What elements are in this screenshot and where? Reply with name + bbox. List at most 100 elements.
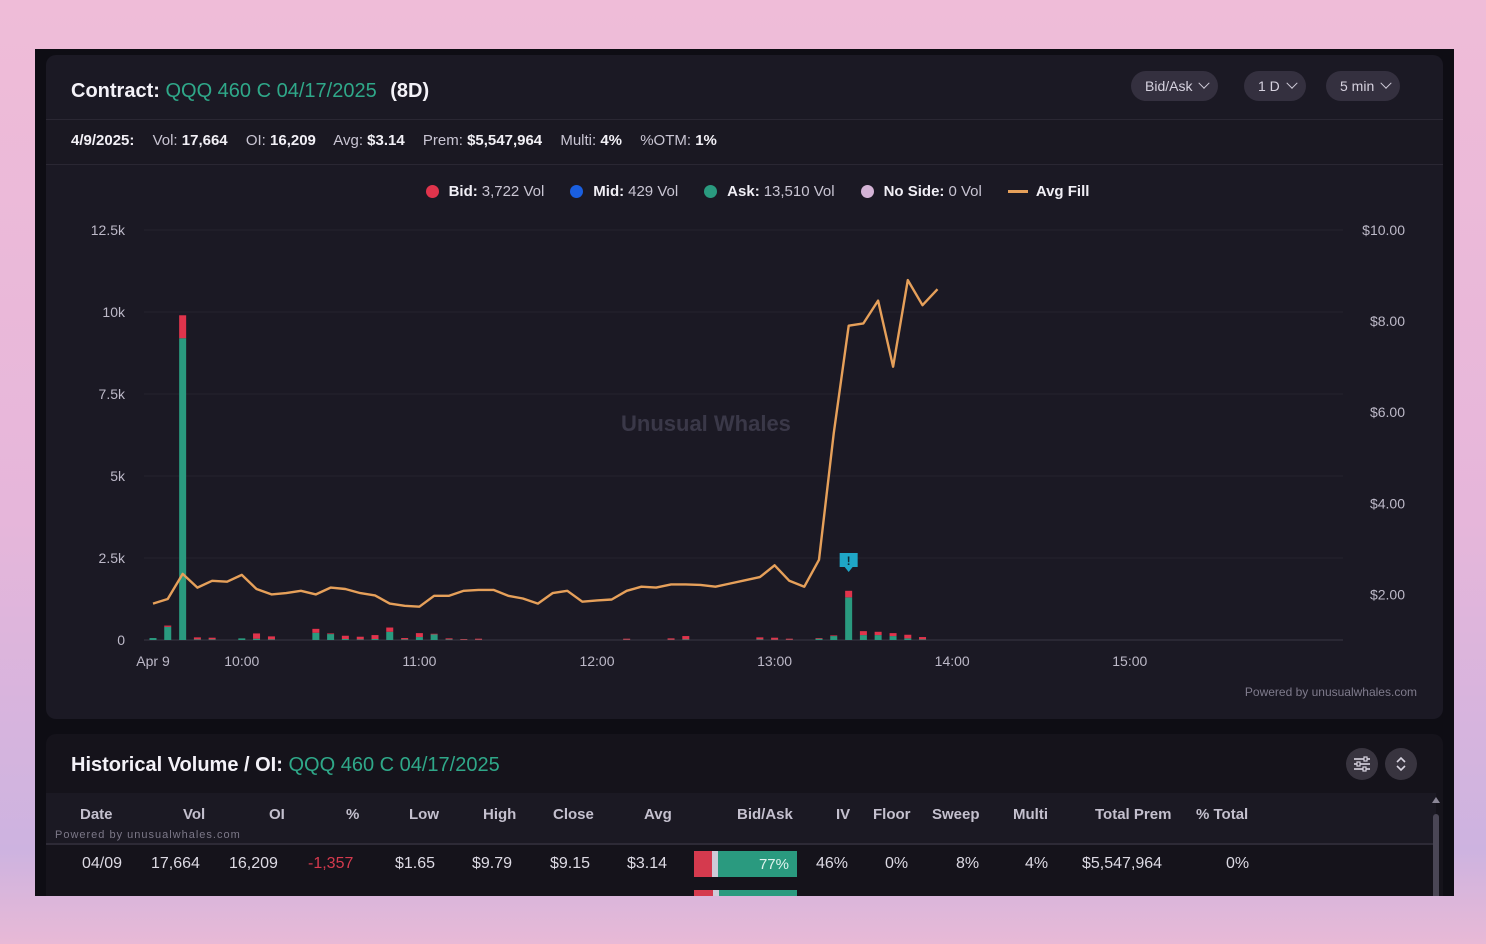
ask-volume-bar <box>327 634 335 640</box>
legend-name: Avg Fill <box>1035 183 1090 200</box>
bid-volume-bar <box>164 625 172 627</box>
scroll-up-arrow[interactable] <box>1432 797 1440 803</box>
col-total-prem[interactable]: Total Prem <box>1095 806 1172 823</box>
bidask-ratio-bar: 77% <box>694 851 797 877</box>
bid-volume-bar <box>327 633 335 635</box>
bid-volume-bar <box>756 637 764 640</box>
legend-line-swatch <box>1007 190 1028 193</box>
chevron-up-down-icon <box>1396 756 1406 772</box>
bidask-select[interactable]: Bid/Ask <box>1131 71 1219 101</box>
bid-volume-bar <box>430 633 438 635</box>
ask-volume-bar <box>874 635 882 640</box>
vol-label: Vol: <box>152 132 178 149</box>
legend-item[interactable]: Ask: 13,510 Vol <box>704 183 835 200</box>
col-floor[interactable]: Floor <box>873 806 911 823</box>
bidask-select-label: Bid/Ask <box>1145 78 1193 94</box>
ask-volume-bar <box>682 639 690 640</box>
cell-avg: $3.14 <box>627 855 668 872</box>
contract-symbol[interactable]: QQQ 460 C 04/17/2025 <box>165 80 377 102</box>
alert-marker-icon <box>839 553 858 572</box>
stats-date: 4/9/2025: <box>71 132 135 149</box>
expand-collapse-button[interactable] <box>1385 748 1417 780</box>
col-sweep[interactable]: Sweep <box>932 806 980 823</box>
legend-item[interactable]: No Side: 0 Vol <box>860 183 982 200</box>
x-tick-label: 10:00 <box>224 653 259 669</box>
bid-volume-bar <box>859 631 867 636</box>
bid-volume-bar <box>845 590 853 598</box>
bid-volume-bar <box>889 633 897 637</box>
ask-volume-bar <box>756 639 764 640</box>
col-close[interactable]: Close <box>553 806 594 823</box>
filter-settings-button[interactable] <box>1346 748 1378 780</box>
bid-volume-bar <box>445 638 453 640</box>
bid-volume-bar <box>401 638 409 640</box>
cell-iv: 46% <box>816 855 849 872</box>
cell-oi-change: -1,357 <box>308 855 354 872</box>
cell-vol: 17,664 <box>151 855 200 872</box>
ask-volume-bar <box>830 636 838 640</box>
x-tick-label: 12:00 <box>579 653 614 669</box>
col-avg[interactable]: Avg <box>644 806 672 823</box>
scroll-thumb[interactable] <box>1433 814 1439 896</box>
powered-by-label: Powered by unusualwhales.com <box>1244 685 1417 699</box>
stats-row: 4/9/2025: Vol: 17,664 OI: 16,209 Avg: $3… <box>71 132 731 149</box>
col-vol[interactable]: Vol <box>183 806 206 823</box>
cell-total-prem: $5,547,964 <box>1082 855 1163 872</box>
ask-volume-bar <box>815 638 823 640</box>
legend-item[interactable]: Mid: 429 Vol <box>570 183 678 200</box>
legend-value: 3,722 Vol <box>481 183 545 200</box>
cell-multi: 4% <box>1025 855 1049 872</box>
x-tick-label: 13:00 <box>757 653 792 669</box>
col-oi[interactable]: OI <box>269 806 285 823</box>
ask-volume-bar <box>919 639 927 640</box>
interval-select-label: 5 min <box>1340 78 1375 94</box>
bid-volume-bar <box>371 635 379 640</box>
legend-name: No Side: <box>883 183 945 200</box>
contract-label: Contract: <box>71 80 160 102</box>
ask-volume-bar <box>430 634 438 640</box>
bid-volume-bar <box>623 638 631 640</box>
cell-date: 04/09 <box>82 855 123 872</box>
bid-volume-bar <box>193 637 201 640</box>
legend-item[interactable]: Avg Fill <box>1007 183 1094 200</box>
col-oi-change[interactable]: % <box>346 806 360 823</box>
y-left-tick-label: 12.5k <box>91 222 126 238</box>
avg-fill-line <box>152 278 939 608</box>
ask-volume-bar <box>356 639 364 640</box>
historical-contract[interactable]: QQQ 460 C 04/17/2025 <box>288 754 500 776</box>
col-pct-total[interactable]: % Total <box>1196 806 1249 823</box>
col-iv[interactable]: IV <box>836 806 851 823</box>
volume-fill-chart: 0 2.5k 5k 7.5k 10k 12.5k $2.00 $4.00 $6.00 $8.00 $… <box>91 222 1405 669</box>
y-left-tick-label: 5k <box>110 468 126 484</box>
col-bidask[interactable]: Bid/Ask <box>737 806 793 823</box>
table-scrollbar[interactable] <box>1432 796 1440 896</box>
cell-sweep: 8% <box>956 855 980 872</box>
interval-select[interactable]: 5 min <box>1326 71 1401 101</box>
bid-volume-bar <box>874 631 882 636</box>
col-multi[interactable]: Multi <box>1013 806 1048 823</box>
otm-value: 1% <box>695 132 717 149</box>
col-high[interactable]: High <box>483 806 517 823</box>
bid-volume-bar <box>830 635 838 637</box>
col-date[interactable]: Date <box>80 806 113 823</box>
bid-volume-bar <box>356 636 364 640</box>
legend-dot-swatch <box>425 185 439 198</box>
legend-item[interactable]: Bid: 3,722 Vol <box>425 183 545 200</box>
bid-volume-bar <box>312 628 320 633</box>
x-tick-label: Apr 9 <box>136 653 170 669</box>
bid-volume-bar <box>475 638 483 640</box>
col-low[interactable]: Low <box>409 806 439 823</box>
ask-volume-bar <box>889 636 897 640</box>
y-right-tick-label: $2.00 <box>1370 586 1405 602</box>
range-select[interactable]: 1 D <box>1244 71 1306 101</box>
ask-volume-bar <box>179 338 187 640</box>
y-right-tick-label: $8.00 <box>1370 313 1405 329</box>
next-row-bidask-bar <box>694 890 797 896</box>
bid-volume-bar <box>415 633 423 638</box>
x-tick-label: 14:00 <box>935 653 970 669</box>
avg-label: Avg: <box>333 132 363 149</box>
bid-volume-bar <box>815 638 823 639</box>
bid-volume-bar <box>785 638 793 640</box>
bid-volume-bar <box>460 639 468 640</box>
historical-card: Historical Volume / OI: QQQ 460 C 04/17/… <box>46 734 1443 896</box>
